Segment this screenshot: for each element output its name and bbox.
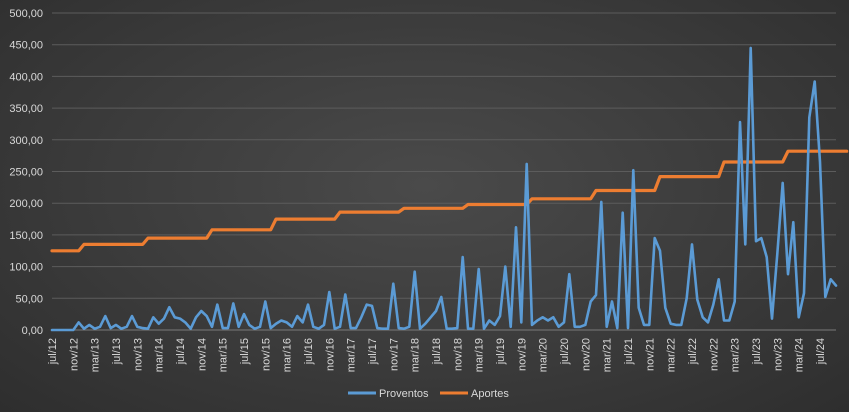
x-tick-label: nov/22 — [708, 338, 720, 371]
x-tick-label: mar/17 — [346, 338, 358, 372]
y-tick-label: 150,00 — [9, 230, 43, 242]
x-tick-label: nov/13 — [132, 338, 144, 371]
x-tick-label: jul/18 — [431, 338, 443, 365]
x-tick-label: mar/16 — [282, 338, 294, 372]
x-tick-label: nov/23 — [772, 338, 784, 371]
x-tick-label: jul/23 — [751, 338, 763, 365]
x-axis-tick-labels: jul/12 nov/12 mar/13 jul/13 nov/13 mar/14 jul/… — [47, 338, 827, 372]
x-tick-label: nov/17 — [388, 338, 400, 371]
y-tick-label: 450,00 — [9, 40, 43, 52]
x-tick-label: mar/13 — [90, 338, 102, 372]
x-tick-label: mar/15 — [218, 338, 230, 372]
x-tick-label: jul/21 — [623, 338, 635, 365]
x-tick-label: nov/21 — [644, 338, 656, 371]
series-line-aportes — [50, 149, 849, 253]
y-tick-label: 500,00 — [9, 8, 43, 20]
legend-label-aportes: Aportes — [471, 388, 509, 400]
x-tick-label: mar/23 — [730, 338, 742, 372]
y-tick-label: 300,00 — [9, 135, 43, 147]
x-tick-label: mar/14 — [154, 338, 166, 372]
x-tick-label: mar/18 — [410, 338, 422, 372]
x-tick-label: jul/13 — [111, 338, 123, 365]
y-tick-label: 250,00 — [9, 167, 43, 179]
x-tick-label: nov/19 — [516, 338, 528, 371]
x-tick-label: mar/19 — [474, 338, 486, 372]
series-lines — [50, 46, 849, 332]
x-tick-label: jul/20 — [559, 338, 571, 365]
y-tick-label: 200,00 — [9, 198, 43, 210]
x-tick-label: mar/21 — [602, 338, 614, 372]
x-tick-label: jul/14 — [175, 338, 187, 365]
x-tick-label: mar/20 — [538, 338, 550, 372]
y-tick-label: 0,00 — [22, 325, 43, 337]
x-tick-label: nov/14 — [196, 338, 208, 371]
x-tick-label: jul/15 — [239, 338, 251, 365]
x-tick-label: nov/12 — [68, 338, 80, 371]
y-tick-label: 50,00 — [15, 293, 43, 305]
x-tick-label: mar/22 — [666, 338, 678, 372]
y-tick-label: 350,00 — [9, 103, 43, 115]
x-tick-label: nov/16 — [324, 338, 336, 371]
x-tick-label: jul/12 — [47, 338, 59, 365]
gridlines — [52, 12, 836, 299]
x-tick-label: jul/16 — [303, 338, 315, 365]
legend-label-proventos: Proventos — [379, 388, 429, 400]
y-axis-tick-labels: 0,00 50,00 100,00 150,00 200,00 250,00 300,00 3… — [9, 8, 43, 337]
x-tick-label: jul/19 — [495, 338, 507, 365]
x-tick-label: jul/17 — [367, 338, 379, 365]
x-tick-label: mar/24 — [794, 338, 806, 372]
x-tick-label: jul/22 — [687, 338, 699, 365]
x-tick-label: nov/20 — [580, 338, 592, 371]
series-line-proventos — [50, 46, 838, 332]
y-tick-label: 100,00 — [9, 262, 43, 274]
legend: Proventos Aportes — [348, 388, 509, 400]
x-tick-label: jul/24 — [815, 338, 827, 365]
x-tick-label: nov/15 — [260, 338, 272, 371]
y-tick-label: 400,00 — [9, 71, 43, 83]
x-tick-label: nov/18 — [452, 338, 464, 371]
